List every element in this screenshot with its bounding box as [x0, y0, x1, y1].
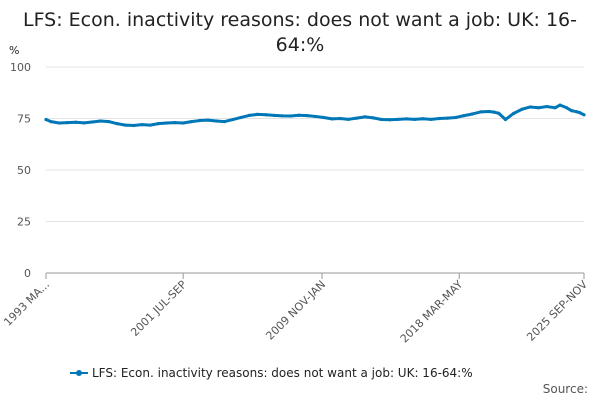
- data-point[interactable]: [231, 117, 235, 122]
- data-point[interactable]: [165, 121, 169, 125]
- y-tick-label-0: 0: [24, 267, 31, 280]
- x-tick-label-3: 2018 MAR-MAY: [398, 278, 466, 346]
- data-point[interactable]: [536, 106, 541, 110]
- data-point[interactable]: [487, 109, 491, 114]
- data-point[interactable]: [222, 119, 227, 124]
- data-point[interactable]: [363, 115, 367, 119]
- data-point[interactable]: [74, 120, 78, 124]
- data-point[interactable]: [582, 113, 586, 117]
- data-point[interactable]: [247, 113, 251, 118]
- data-point[interactable]: [553, 106, 557, 110]
- x-axis-ticks: 1993 MA... 2001 JUL-SEP 2009 NOV-JAN 2018 M…: [1, 273, 590, 346]
- data-point[interactable]: [497, 111, 501, 115]
- data-point[interactable]: [355, 116, 359, 120]
- y-tick-label-75: 75: [17, 113, 31, 126]
- y-tick-label-50: 50: [17, 164, 31, 177]
- data-point[interactable]: [44, 117, 48, 122]
- data-point[interactable]: [545, 104, 549, 109]
- data-point[interactable]: [82, 121, 86, 125]
- data-point[interactable]: [297, 113, 301, 117]
- data-point[interactable]: [388, 118, 392, 122]
- data-point[interactable]: [565, 106, 569, 110]
- x-tick-label-0: 1993 MA...: [1, 278, 52, 329]
- data-point[interactable]: [503, 117, 508, 122]
- data-point[interactable]: [520, 107, 524, 111]
- data-point[interactable]: [446, 116, 450, 120]
- data-point[interactable]: [239, 115, 243, 120]
- data-point[interactable]: [156, 122, 160, 126]
- data-point[interactable]: [479, 110, 483, 114]
- legend-label: LFS: Econ. inactivity reasons: does not …: [92, 366, 473, 380]
- data-point[interactable]: [313, 114, 318, 119]
- data-point[interactable]: [492, 110, 496, 114]
- x-tick-label-1: 2001 JUL-SEP: [128, 278, 189, 339]
- x-tick-label-4: 2025 SEP-NOV: [524, 278, 590, 344]
- data-point[interactable]: [272, 113, 276, 118]
- data-point[interactable]: [512, 111, 516, 115]
- data-point[interactable]: [148, 123, 152, 127]
- data-point[interactable]: [412, 117, 417, 121]
- data-point[interactable]: [140, 123, 144, 127]
- data-point[interactable]: [396, 117, 400, 121]
- legend-line-marker: [70, 366, 88, 380]
- data-point[interactable]: [289, 114, 293, 118]
- data-point[interactable]: [574, 110, 579, 114]
- data-point[interactable]: [404, 117, 408, 121]
- data-point[interactable]: [98, 119, 103, 123]
- data-point[interactable]: [107, 119, 111, 124]
- data-point[interactable]: [65, 121, 70, 125]
- data-point[interactable]: [123, 123, 127, 127]
- data-point[interactable]: [49, 119, 53, 124]
- data-point[interactable]: [305, 114, 309, 118]
- data-point[interactable]: [115, 122, 119, 126]
- data-point[interactable]: [57, 121, 61, 125]
- series-line-0[interactable]: [44, 103, 586, 127]
- data-point[interactable]: [173, 121, 177, 125]
- data-point[interactable]: [189, 119, 194, 124]
- chart-title: LFS: Econ. inactivity reasons: does not …: [22, 9, 577, 56]
- data-point[interactable]: [421, 117, 425, 121]
- data-point[interactable]: [429, 117, 433, 121]
- data-point[interactable]: [214, 119, 218, 123]
- source-label: Source:: [542, 382, 588, 396]
- data-point[interactable]: [132, 123, 136, 128]
- x-tick-label-2: 2009 NOV-JAN: [263, 278, 328, 343]
- data-point[interactable]: [558, 103, 562, 107]
- data-point[interactable]: [371, 116, 375, 120]
- data-point[interactable]: [198, 118, 202, 123]
- y-tick-label-25: 25: [17, 216, 31, 229]
- data-point[interactable]: [181, 121, 185, 125]
- y-axis-unit-label: %: [9, 44, 20, 57]
- y-axis-ticks: 0 25 50 75 100: [10, 61, 31, 280]
- data-point[interactable]: [578, 111, 582, 115]
- data-point[interactable]: [255, 112, 260, 116]
- data-point[interactable]: [206, 118, 210, 122]
- data-point[interactable]: [346, 117, 351, 121]
- data-point[interactable]: [470, 112, 475, 116]
- data-point[interactable]: [338, 116, 342, 121]
- data-point[interactable]: [330, 117, 334, 121]
- y-tick-label-100: 100: [10, 61, 31, 74]
- legend[interactable]: LFS: Econ. inactivity reasons: does not …: [70, 366, 473, 380]
- data-point[interactable]: [528, 105, 532, 109]
- gridlines: [46, 66, 584, 222]
- data-point[interactable]: [264, 113, 268, 117]
- data-point[interactable]: [454, 115, 458, 120]
- series-group: [44, 103, 586, 128]
- data-point[interactable]: [570, 109, 574, 113]
- data-point[interactable]: [437, 116, 441, 121]
- data-point[interactable]: [280, 114, 284, 118]
- data-point[interactable]: [322, 115, 326, 120]
- data-point[interactable]: [379, 117, 384, 122]
- data-point[interactable]: [462, 114, 466, 118]
- data-point[interactable]: [90, 120, 94, 124]
